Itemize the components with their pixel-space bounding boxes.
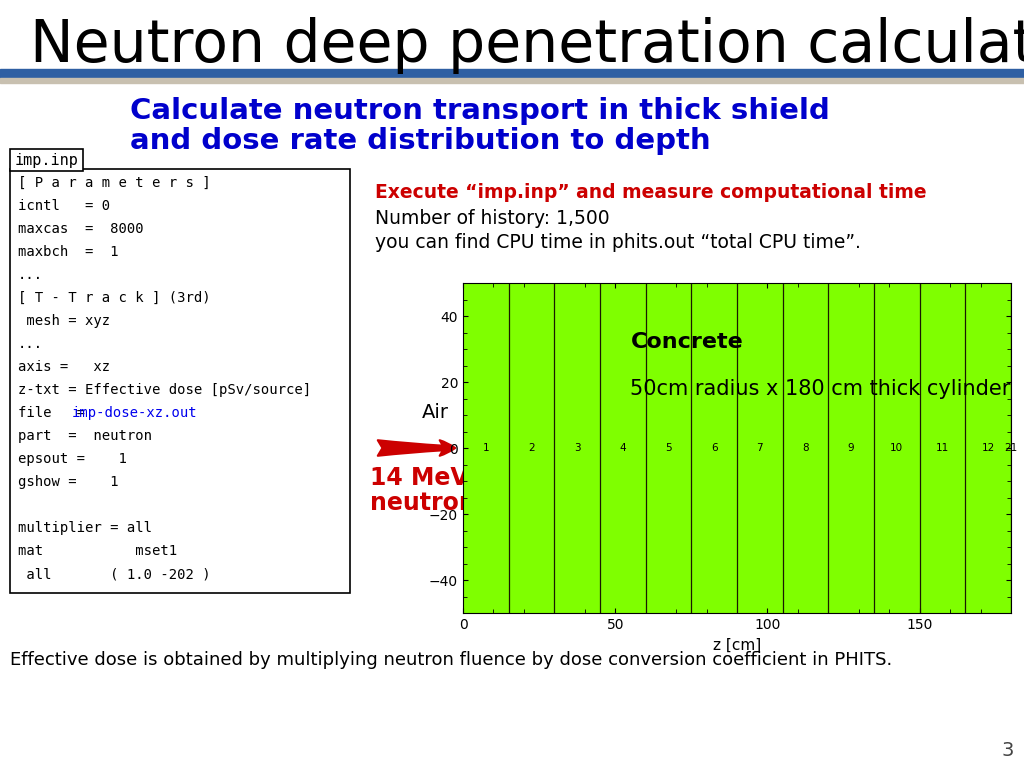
Text: mesh = xyz: mesh = xyz bbox=[18, 314, 111, 328]
Text: 8: 8 bbox=[802, 443, 809, 453]
Text: and dose rate distribution to depth: and dose rate distribution to depth bbox=[130, 127, 711, 155]
Text: 10: 10 bbox=[890, 443, 903, 453]
Text: you can find CPU time in phits.out “total CPU time”.: you can find CPU time in phits.out “tota… bbox=[375, 233, 861, 253]
Text: maxcas  =  8000: maxcas = 8000 bbox=[18, 222, 143, 236]
Text: ...: ... bbox=[18, 337, 43, 351]
Text: Air: Air bbox=[422, 403, 449, 422]
Text: ...: ... bbox=[18, 268, 43, 282]
Text: 50cm radius x 180 cm thick cylinder: 50cm radius x 180 cm thick cylinder bbox=[631, 379, 1011, 399]
Text: [ T - T r a c k ] (3rd): [ T - T r a c k ] (3rd) bbox=[18, 291, 211, 305]
Text: 11: 11 bbox=[936, 443, 949, 453]
Text: multiplier = all: multiplier = all bbox=[18, 521, 152, 535]
Bar bbox=[0, 69, 1024, 78]
Text: 1: 1 bbox=[482, 443, 489, 453]
Text: epsout =    1: epsout = 1 bbox=[18, 452, 127, 466]
Text: Number of history: 1,500: Number of history: 1,500 bbox=[375, 210, 609, 229]
Bar bbox=[10, 149, 83, 171]
Text: Calculate neutron transport in thick shield: Calculate neutron transport in thick shi… bbox=[130, 97, 829, 125]
Text: mat           mset1: mat mset1 bbox=[18, 544, 177, 558]
Bar bbox=[0, 78, 1024, 83]
Text: gshow =    1: gshow = 1 bbox=[18, 475, 119, 489]
Text: 6: 6 bbox=[711, 443, 718, 453]
Text: axis =   xz: axis = xz bbox=[18, 360, 111, 374]
Text: icntl   = 0: icntl = 0 bbox=[18, 199, 111, 213]
Text: maxbch  =  1: maxbch = 1 bbox=[18, 245, 119, 259]
Text: z-txt = Effective dose [pSv/source]: z-txt = Effective dose [pSv/source] bbox=[18, 383, 311, 397]
Text: all       ( 1.0 -202 ): all ( 1.0 -202 ) bbox=[18, 567, 211, 581]
Bar bbox=[10, 169, 350, 593]
Text: neutron: neutron bbox=[370, 491, 476, 515]
X-axis label: z [cm]: z [cm] bbox=[713, 637, 761, 653]
Text: part  =  neutron: part = neutron bbox=[18, 429, 152, 443]
Text: [ P a r a m e t e r s ]: [ P a r a m e t e r s ] bbox=[18, 176, 211, 190]
Text: 5: 5 bbox=[666, 443, 672, 453]
Text: Execute “imp.inp” and measure computational time: Execute “imp.inp” and measure computatio… bbox=[375, 184, 927, 203]
Text: Effective dose is obtained by multiplying neutron fluence by dose conversion coe: Effective dose is obtained by multiplyin… bbox=[10, 651, 892, 669]
Text: 3: 3 bbox=[1001, 740, 1014, 760]
Text: imp-dose-xz.out: imp-dose-xz.out bbox=[72, 406, 198, 420]
Text: 3: 3 bbox=[573, 443, 581, 453]
Text: 7: 7 bbox=[757, 443, 763, 453]
Text: 4: 4 bbox=[620, 443, 626, 453]
Text: 21: 21 bbox=[1005, 443, 1018, 453]
Text: Neutron deep penetration calculation: Neutron deep penetration calculation bbox=[30, 18, 1024, 74]
Text: imp.inp: imp.inp bbox=[15, 153, 79, 167]
Text: 9: 9 bbox=[848, 443, 854, 453]
Text: Concrete: Concrete bbox=[631, 333, 743, 353]
Text: 12: 12 bbox=[982, 443, 994, 453]
Text: 2: 2 bbox=[528, 443, 535, 453]
Text: file   =: file = bbox=[18, 406, 93, 420]
Text: 14 MeV: 14 MeV bbox=[370, 466, 469, 490]
